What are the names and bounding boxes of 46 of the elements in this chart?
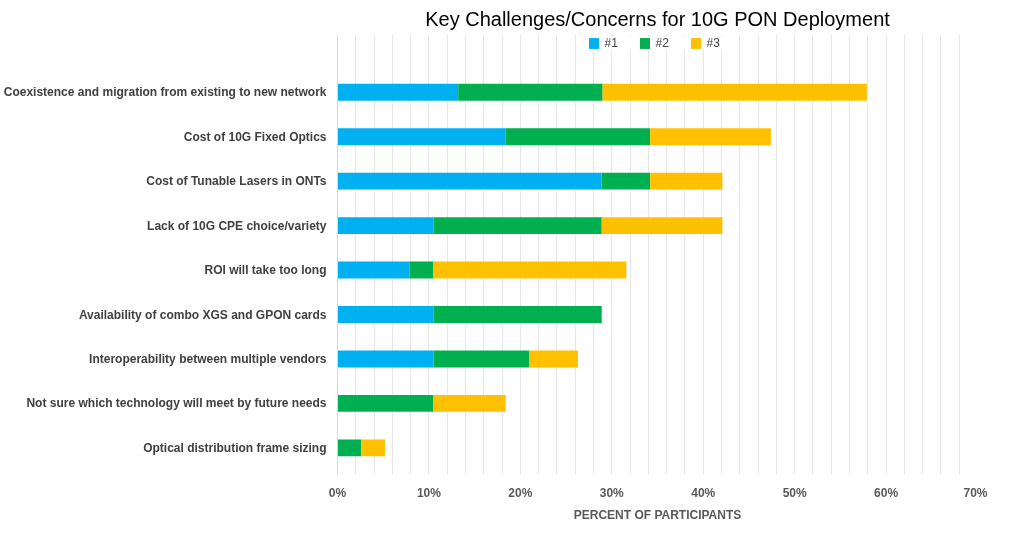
bar (337, 350, 434, 368)
bar (337, 439, 362, 457)
x-tick-label: 0% (328, 485, 347, 500)
x-axis-title: PERCENT OF PARTICIPANTS (573, 507, 742, 522)
x-tick-label: 70% (963, 485, 988, 500)
y-tick-label: Interoperability between multiple vendors (89, 351, 327, 366)
bar (433, 261, 627, 279)
bar (650, 172, 723, 190)
bar (433, 350, 530, 368)
bar (337, 261, 410, 279)
legend-label: #1 (604, 36, 619, 50)
bar (433, 306, 602, 323)
bar (601, 172, 651, 190)
y-tick-label: Lack of 10G CPE choice/variety (147, 218, 327, 233)
bar (458, 83, 603, 101)
y-tick-label: Optical distribution frame sizing (143, 440, 327, 455)
y-tick-label: Cost of Tunable Lasers in ONTs (146, 174, 327, 189)
bar (337, 172, 602, 190)
x-tick-label: 30% (599, 485, 625, 500)
legend-label: #2 (655, 36, 670, 50)
x-tick-label: 40% (691, 485, 716, 500)
bar (433, 217, 602, 235)
bar (337, 306, 434, 323)
bar (337, 83, 459, 101)
x-tick-label: 60% (874, 485, 899, 500)
bar (505, 128, 651, 146)
x-tick-label: 10% (416, 485, 442, 500)
x-tick-label: 50% (782, 485, 807, 500)
bar (433, 394, 506, 412)
bar (602, 83, 867, 101)
bar (361, 439, 386, 457)
legend-label: #3 (706, 36, 721, 50)
bar (650, 128, 771, 146)
bar (601, 217, 723, 235)
bar (529, 350, 578, 368)
y-tick-label: Cost of 10G Fixed Optics (183, 129, 327, 144)
bar (337, 217, 434, 235)
y-tick-label: ROI will take too long (204, 263, 327, 278)
y-tick-label: Availability of combo XGS and GPON cards (78, 307, 327, 322)
x-tick-label: 20% (508, 485, 533, 500)
bar (337, 128, 506, 146)
y-tick-label: Not sure which technology will meet by future needs (26, 396, 327, 411)
bar (409, 261, 434, 279)
bar (337, 394, 434, 412)
y-tick-label: Coexistence and migration from existing to new network (3, 85, 327, 100)
chart-title: Key Challenges/Concerns for 10G PON Deployment (425, 7, 891, 30)
